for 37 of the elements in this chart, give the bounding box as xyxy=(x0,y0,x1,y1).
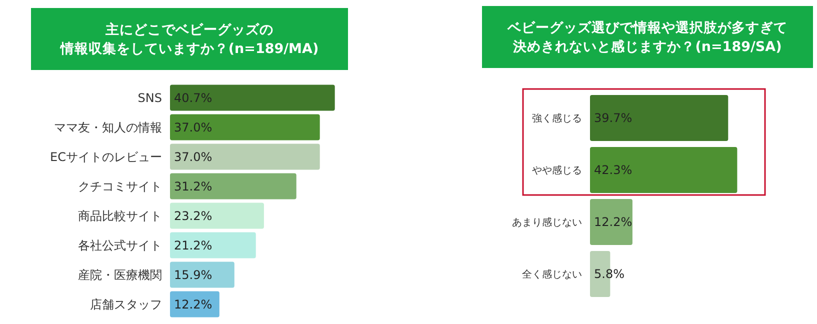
data-label: 21.2% xyxy=(174,238,212,252)
y-tick-label: あまり感じない xyxy=(512,216,582,228)
y-tick-label: クチコミサイト xyxy=(78,179,162,194)
y-tick-label: 各社公式サイト xyxy=(78,238,162,252)
data-label: 39.7% xyxy=(594,111,632,126)
data-label: 31.2% xyxy=(174,179,212,194)
data-label: 42.3% xyxy=(594,163,632,178)
y-tick-label: やや感じる xyxy=(532,164,582,176)
data-label: 37.0% xyxy=(174,150,212,164)
bar xyxy=(170,84,335,111)
y-tick-label: SNS xyxy=(138,90,162,105)
bar xyxy=(170,262,234,288)
y-tick-label: 産院・医療機関 xyxy=(78,268,162,282)
y-tick-label: ママ友・知人の情報 xyxy=(54,120,162,134)
data-label: 15.9% xyxy=(174,268,212,282)
bar xyxy=(170,173,296,200)
bar xyxy=(170,232,256,258)
y-tick-label: 店舗スタッフ xyxy=(90,297,162,312)
data-label: 12.2% xyxy=(174,297,212,312)
data-label: 23.2% xyxy=(174,208,212,223)
bar xyxy=(590,95,728,141)
data-label: 40.7% xyxy=(174,90,212,105)
bar xyxy=(170,202,264,229)
bar xyxy=(590,199,632,245)
bar xyxy=(170,291,220,318)
y-tick-label: 強く感じる xyxy=(532,112,582,124)
bar xyxy=(590,147,738,193)
data-label: 12.2% xyxy=(594,215,632,230)
chart-title: ベビーグッズ選びで情報や選択肢が多すぎて決めきれないと感じますか？(n=189/SA) xyxy=(506,20,788,56)
chart-title: 主にどこでベビーグッズの情報収集をしていますか？(n=189/MA) xyxy=(59,21,319,58)
y-tick-label: ECサイトのレビュー xyxy=(50,150,162,164)
y-tick-label: 商品比較サイト xyxy=(78,208,162,223)
data-label: 5.8% xyxy=(594,267,624,282)
bar xyxy=(170,114,320,140)
data-label: 37.0% xyxy=(174,120,212,134)
bar xyxy=(170,144,320,170)
y-tick-label: 全く感じない xyxy=(522,268,582,280)
